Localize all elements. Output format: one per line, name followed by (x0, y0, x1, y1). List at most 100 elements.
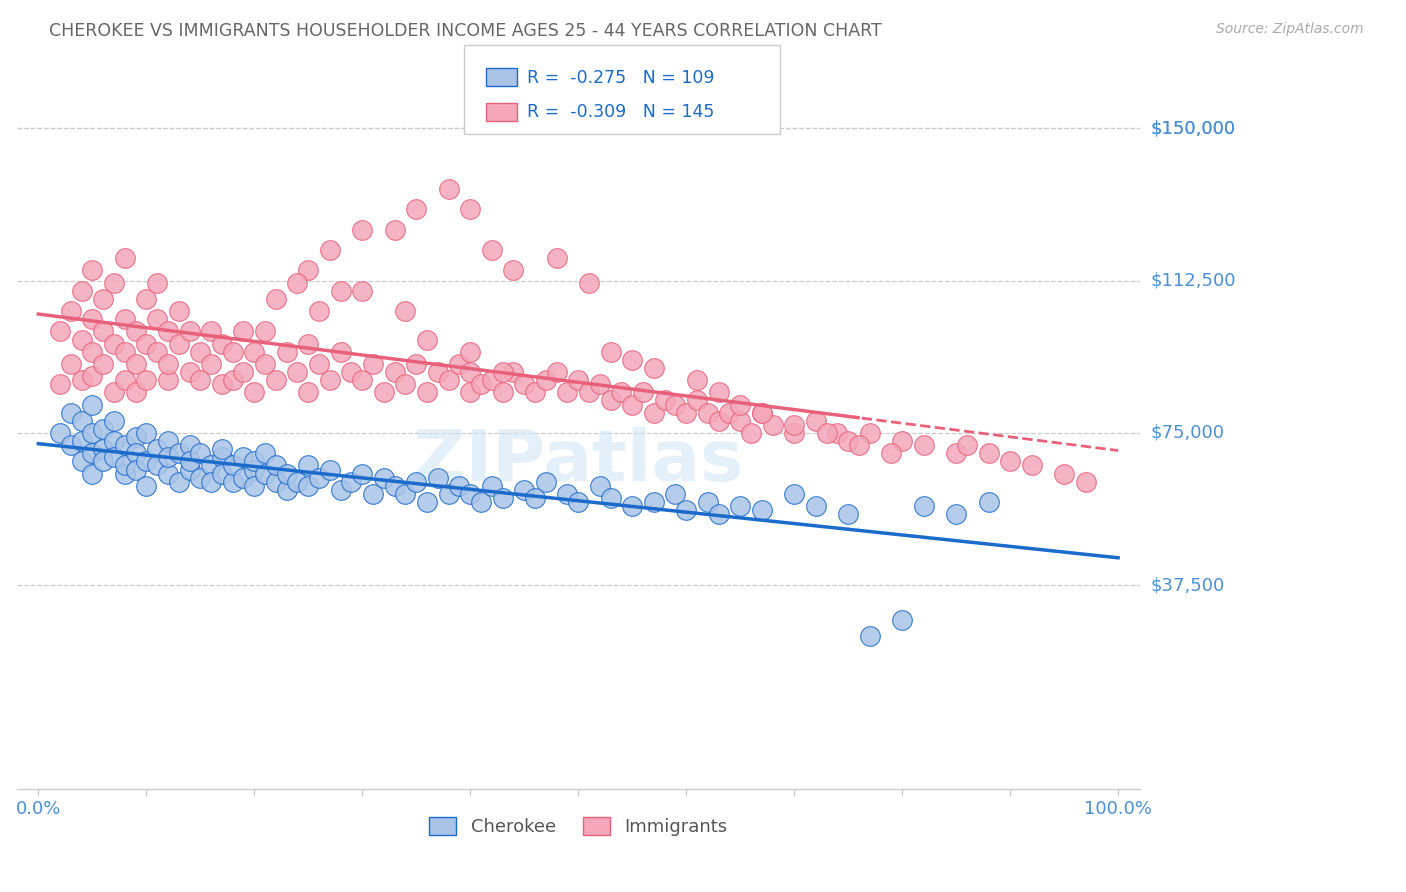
Point (449, 357, 471, 371)
Point (329, 284, 352, 298)
Point (977, 446, 1000, 460)
Point (297, 263, 319, 277)
Point (426, 471, 449, 485)
Point (458, 365, 481, 379)
Point (956, 438, 979, 452)
Point (200, 325, 222, 339)
Point (599, 491, 621, 505)
Point (156, 467, 179, 481)
Text: ZIPat​las: ZIPat​las (413, 427, 744, 496)
Point (156, 373, 179, 387)
Point (751, 503, 773, 517)
Point (664, 398, 686, 412)
Point (804, 414, 827, 428)
Point (567, 495, 589, 509)
Point (254, 467, 277, 481)
Point (70, 333, 93, 347)
Point (361, 357, 384, 371)
Point (103, 414, 125, 428)
Point (405, 357, 427, 371)
Point (70, 434, 93, 449)
Point (859, 425, 882, 440)
Point (610, 385, 633, 400)
Point (491, 491, 513, 505)
Point (82, 446, 104, 460)
Point (82, 369, 104, 384)
Point (329, 483, 352, 497)
Point (103, 450, 125, 465)
Point (156, 325, 179, 339)
Point (361, 487, 384, 501)
Point (373, 385, 395, 400)
Point (912, 438, 935, 452)
Point (740, 425, 762, 440)
Point (297, 479, 319, 493)
Point (135, 373, 157, 387)
Point (146, 458, 169, 473)
Point (502, 263, 524, 277)
Point (135, 454, 157, 468)
Point (232, 325, 254, 339)
Point (70, 414, 93, 428)
Point (254, 446, 277, 460)
Point (114, 252, 136, 266)
Point (783, 425, 806, 440)
Point (707, 414, 730, 428)
Point (167, 336, 190, 351)
Point (82, 263, 104, 277)
Text: CHEROKEE VS IMMIGRANTS HOUSEHOLDER INCOME AGES 25 - 44 YEARS CORRELATION CHART: CHEROKEE VS IMMIGRANTS HOUSEHOLDER INCOM… (49, 22, 882, 40)
Text: R =  -0.309   N = 145: R = -0.309 N = 145 (527, 103, 714, 121)
Point (114, 312, 136, 326)
Text: $150,000: $150,000 (1152, 120, 1236, 137)
Point (352, 373, 374, 387)
Point (340, 365, 363, 379)
Point (912, 499, 935, 513)
Point (891, 613, 914, 627)
Point (599, 393, 621, 408)
Point (103, 434, 125, 449)
Point (276, 483, 298, 497)
Point (945, 446, 967, 460)
Point (59, 304, 82, 318)
Point (297, 385, 319, 400)
Point (524, 491, 547, 505)
Point (188, 373, 211, 387)
Point (211, 336, 233, 351)
Point (146, 442, 169, 457)
Point (437, 182, 460, 196)
Point (340, 475, 363, 489)
Point (200, 357, 222, 371)
Point (70, 284, 93, 298)
Point (621, 352, 644, 367)
Point (179, 462, 201, 476)
Point (49, 425, 72, 440)
Point (449, 479, 471, 493)
Point (416, 495, 439, 509)
Point (707, 508, 730, 522)
Point (124, 430, 146, 444)
Point (675, 503, 697, 517)
Point (91, 442, 114, 457)
Point (621, 398, 644, 412)
Point (135, 479, 157, 493)
Point (718, 406, 741, 420)
Point (394, 304, 416, 318)
Point (156, 357, 179, 371)
Point (837, 434, 859, 449)
Point (578, 385, 600, 400)
Point (243, 479, 266, 493)
Point (783, 487, 806, 501)
Point (848, 438, 870, 452)
Point (352, 284, 374, 298)
Point (945, 508, 967, 522)
Point (804, 499, 827, 513)
Point (211, 450, 233, 465)
Point (135, 336, 157, 351)
Point (59, 406, 82, 420)
Point (103, 276, 125, 290)
Point (589, 479, 612, 493)
Point (686, 393, 709, 408)
Point (394, 487, 416, 501)
Point (319, 373, 342, 387)
Point (728, 499, 751, 513)
